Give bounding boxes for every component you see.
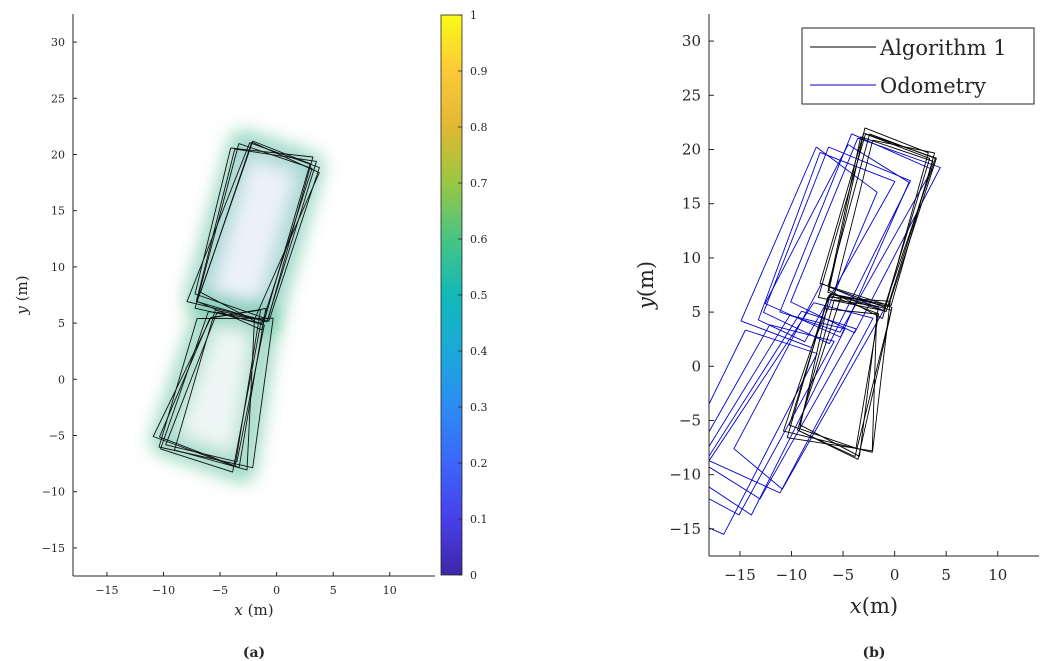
y-tick-label: −15 xyxy=(42,542,65,555)
heat-fill xyxy=(197,143,311,324)
series-line xyxy=(709,314,846,516)
colorbar-tick-label: 0.6 xyxy=(470,233,488,246)
x-tick-label: −15 xyxy=(724,566,756,584)
trajectory-line xyxy=(195,148,317,323)
y-tick-label: 30 xyxy=(51,36,65,49)
trajectory-line xyxy=(159,308,267,469)
y-tick-label: 10 xyxy=(682,249,701,267)
trajectory-layer xyxy=(152,140,320,473)
colorbar-tick-label: 1 xyxy=(470,9,477,22)
series-line xyxy=(709,324,835,516)
colorbar-tick-label: 0.5 xyxy=(470,289,488,302)
colorbar-tick-label: 0.2 xyxy=(470,457,488,470)
x-tick-label: 0 xyxy=(273,584,280,597)
panel-b-x-axis-label: x(m) xyxy=(850,594,898,618)
series-line xyxy=(709,310,857,500)
colorbar-tick-label: 0.7 xyxy=(470,177,488,190)
series-line xyxy=(817,133,931,312)
x-tick-label: −15 xyxy=(95,584,118,597)
y-tick-label: 15 xyxy=(51,205,65,218)
y-tick-label: 5 xyxy=(691,303,701,321)
series-line xyxy=(763,146,911,345)
panel-b-line-plot: −15 −10 −5 0 5 10 −15 −10 −5 0 5 10 15 20 25 30 x(m) y(… xyxy=(634,14,1039,661)
trajectory-line xyxy=(194,143,313,324)
y-tick-label: 25 xyxy=(682,86,701,104)
trajectory-line xyxy=(196,140,311,331)
x-tick-label: −10 xyxy=(776,566,808,584)
heat-fill xyxy=(163,311,266,470)
legend-label-algorithm: Algorithm 1 xyxy=(879,36,1007,60)
x-tick-label: 5 xyxy=(941,566,951,584)
legend-label-odometry: Odometry xyxy=(880,74,986,98)
y-tick-label: 5 xyxy=(58,317,65,330)
panel-a-y-axis-label: y (m) xyxy=(13,275,31,315)
colorbar-tick-label: 0 xyxy=(470,569,477,582)
y-tick-label: 0 xyxy=(691,357,701,375)
x-tick-label: 5 xyxy=(330,584,337,597)
y-tick-label: 0 xyxy=(58,373,65,386)
series-line xyxy=(779,133,933,333)
tick-layer: −15 −10 −5 0 5 10 −15 −10 −5 0 5 10 15 20 25 30 xyxy=(669,32,1007,584)
series-line xyxy=(709,302,874,494)
series-line xyxy=(798,293,892,460)
legend-box xyxy=(801,27,1035,105)
x-tick-label: −5 xyxy=(832,566,854,584)
trajectory-line xyxy=(160,311,262,473)
x-tick-label: 10 xyxy=(988,566,1007,584)
y-tick-label: −10 xyxy=(42,486,65,499)
trajectory-line xyxy=(186,142,320,322)
y-tick-label: 15 xyxy=(682,195,701,213)
y-tick-label: −5 xyxy=(49,430,65,443)
series-line xyxy=(757,151,896,343)
panel-a-caption: (a) xyxy=(243,645,265,661)
x-tick-label: 10 xyxy=(383,584,397,597)
series-line xyxy=(833,139,936,306)
colorbar-tick-layer: 0 0.1 0.2 0.3 0.4 0.5 0.6 0.7 0.8 0.9 1 xyxy=(458,9,488,582)
series-line xyxy=(828,127,929,319)
panel-b-caption: (b) xyxy=(862,645,885,661)
series-line xyxy=(827,136,934,313)
x-tick-label: −10 xyxy=(152,584,175,597)
panel-a-x-axis-label: x (m) xyxy=(234,601,273,619)
series-line xyxy=(819,132,937,306)
colorbar-tick-label: 0.4 xyxy=(470,345,488,358)
x-tick-label: −5 xyxy=(212,584,228,597)
y-tick-label: 30 xyxy=(682,32,701,50)
series-line xyxy=(740,146,878,349)
y-tick-label: 25 xyxy=(51,92,65,105)
trajectory-line xyxy=(158,317,274,469)
heatmap-layer xyxy=(150,130,324,483)
y-tick-label: −5 xyxy=(679,412,701,430)
y-tick-label: −10 xyxy=(669,466,701,484)
x-tick-label: 0 xyxy=(890,566,900,584)
y-tick-label: 20 xyxy=(682,141,701,159)
colorbar-tick-label: 0.9 xyxy=(470,65,488,78)
colorbar-tick-label: 0.8 xyxy=(470,121,488,134)
y-tick-label: 10 xyxy=(51,261,65,274)
series-line xyxy=(782,308,878,453)
y-tick-label: 20 xyxy=(51,149,65,162)
series-line xyxy=(709,329,818,535)
series-line xyxy=(796,295,893,457)
trajectory-layer xyxy=(709,127,941,535)
panel-b-y-axis-label: y(m) xyxy=(634,261,658,310)
trajectory-line xyxy=(174,309,255,471)
colorbar-tick-label: 0.3 xyxy=(470,401,488,414)
colorbar-tick-label: 0.1 xyxy=(470,513,488,526)
tick-layer: −15 −10 −5 0 5 10 −15 −10 −5 0 5 10 15 20 25 30 xyxy=(42,36,397,597)
y-tick-label: −15 xyxy=(669,520,701,538)
legend: Algorithm 1 Odometry xyxy=(801,27,1035,105)
